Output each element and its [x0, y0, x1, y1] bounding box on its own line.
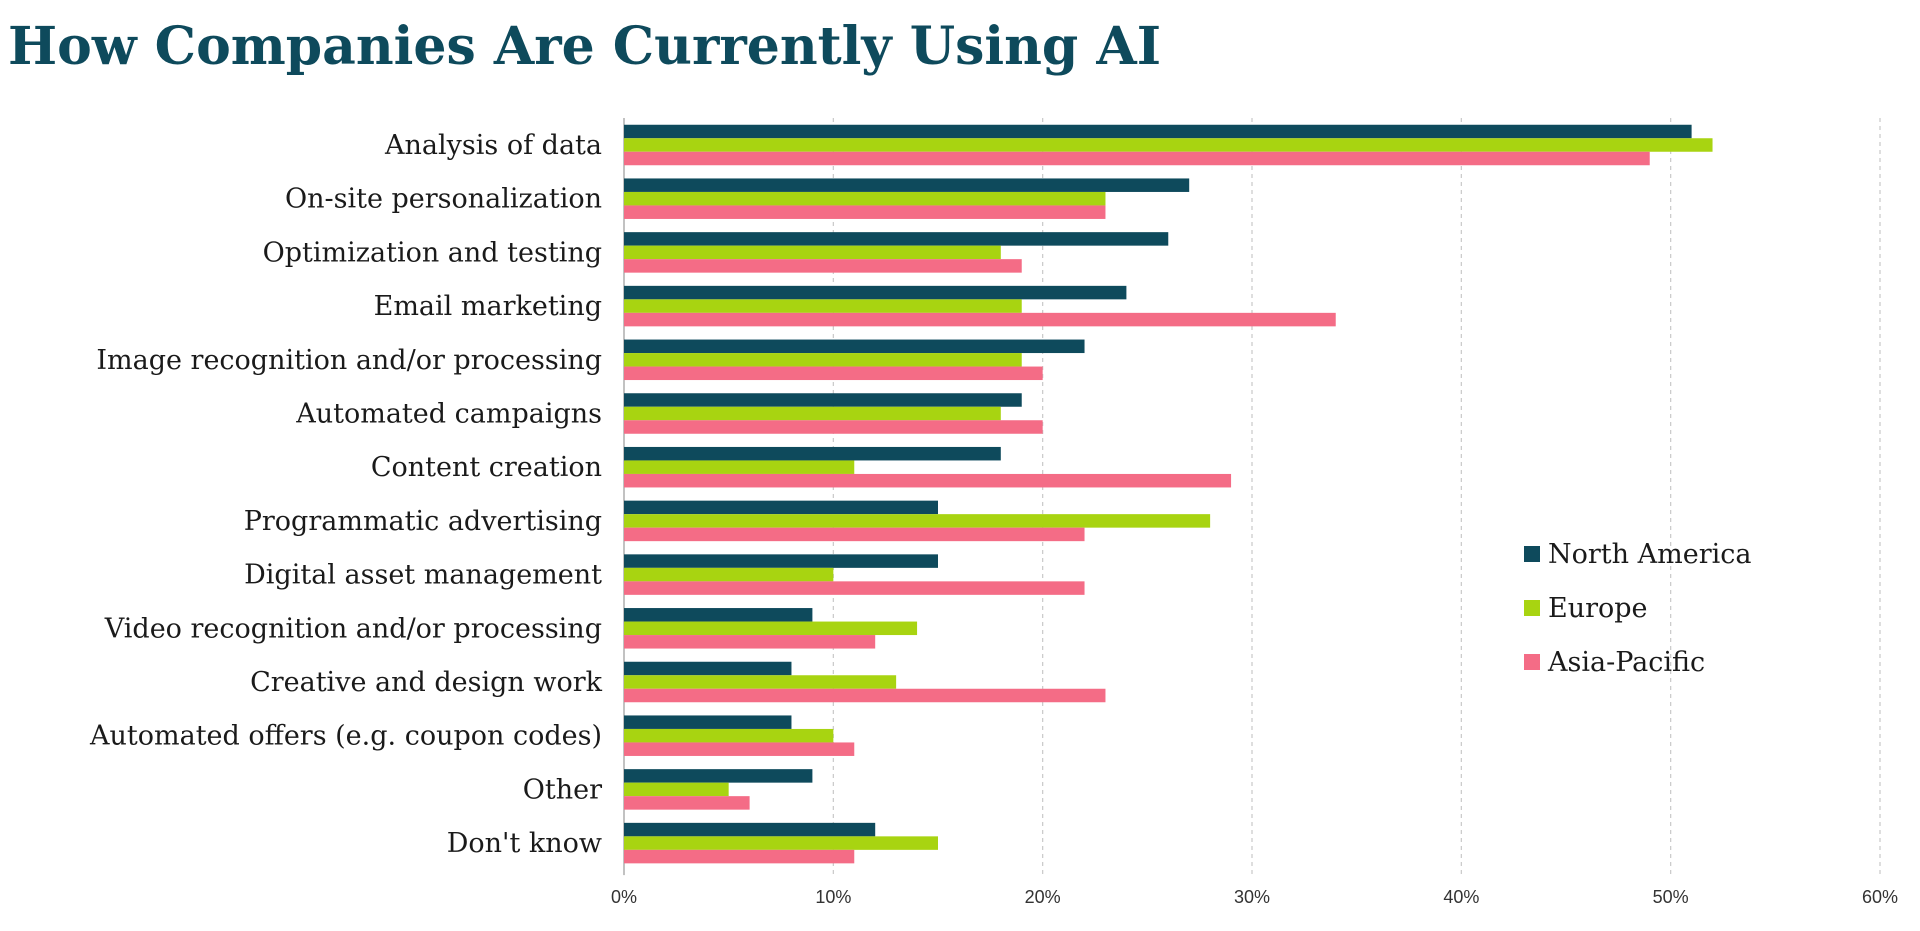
chart-title: How Companies Are Currently Using AI: [8, 16, 1162, 77]
bar: [624, 742, 855, 756]
category-label: On-site personalization: [285, 184, 602, 215]
bar: [624, 514, 1211, 528]
bar: [624, 285, 1127, 300]
bar: [624, 138, 1713, 152]
category-label: Email marketing: [374, 291, 602, 322]
tick-label: 40%: [1443, 887, 1479, 907]
legend: North America Europe Asia-Pacific: [1524, 539, 1751, 678]
bar: [624, 822, 876, 837]
bar: [624, 366, 1043, 381]
tick-label: 50%: [1653, 887, 1689, 907]
legend-swatch: [1524, 546, 1540, 562]
bar: [624, 527, 1085, 542]
x-tick-labels: 0% 10% 20% 30% 40% 50% 60%: [611, 887, 1898, 907]
category-label: Digital asset management: [244, 560, 602, 591]
bar: [624, 259, 1022, 273]
bar: [624, 500, 938, 515]
bar: [624, 473, 1232, 488]
bar: [624, 661, 792, 676]
tick-label: 10%: [815, 887, 851, 907]
bar: [624, 836, 938, 850]
bar: [624, 567, 834, 582]
bar: [624, 205, 1106, 219]
grid-lines: [623, 118, 1881, 876]
bar: [624, 621, 918, 636]
bar: [624, 715, 792, 729]
legend-swatch: [1524, 654, 1540, 670]
bar: [624, 232, 1169, 246]
category-label: Programmatic advertising: [244, 506, 602, 537]
bar: [624, 420, 1043, 434]
category-label: Automated campaigns: [295, 399, 602, 430]
bar: [624, 393, 1022, 407]
bar: [624, 688, 1106, 703]
bar: [624, 460, 855, 474]
bar: [624, 796, 750, 810]
category-label: Content creation: [371, 452, 602, 483]
category-label: Optimization and testing: [263, 237, 602, 268]
bar: [624, 151, 1650, 166]
bar: [624, 191, 1106, 206]
category-label: Other: [523, 774, 602, 805]
category-label: Video recognition and/or processing: [104, 613, 602, 644]
tick-label: 0%: [611, 887, 637, 907]
bar: [624, 675, 897, 689]
category-label: Automated offers (e.g. coupon codes): [89, 721, 602, 752]
bar: [624, 312, 1336, 327]
bar: [624, 124, 1692, 139]
legend-swatch: [1524, 600, 1540, 616]
bar: [624, 245, 1001, 260]
tick-label: 60%: [1862, 887, 1898, 907]
category-label: Image recognition and/or processing: [96, 345, 602, 376]
bar: [624, 849, 855, 864]
bar: [624, 178, 1190, 192]
bars: [624, 124, 1713, 864]
legend-label: Europe: [1548, 593, 1648, 624]
legend-label: Asia-Pacific: [1547, 647, 1705, 678]
bar: [624, 782, 729, 797]
bar: [624, 406, 1001, 421]
bar: [624, 554, 938, 568]
bar: [624, 446, 1001, 461]
category-label: Analysis of data: [384, 130, 602, 161]
bar: [624, 769, 813, 783]
bar: [624, 635, 876, 649]
bar: [624, 299, 1022, 313]
bar: [624, 581, 1085, 595]
tick-label: 20%: [1025, 887, 1061, 907]
tick-label: 30%: [1234, 887, 1270, 907]
category-labels: Analysis of data On-site personalization O…: [89, 130, 603, 859]
bar: [624, 339, 1085, 354]
bar: [624, 608, 813, 622]
bar: [624, 728, 834, 743]
legend-label: North America: [1548, 539, 1751, 570]
category-label: Creative and design work: [250, 667, 603, 698]
category-label: Don't know: [447, 828, 602, 859]
bar: [624, 353, 1022, 367]
